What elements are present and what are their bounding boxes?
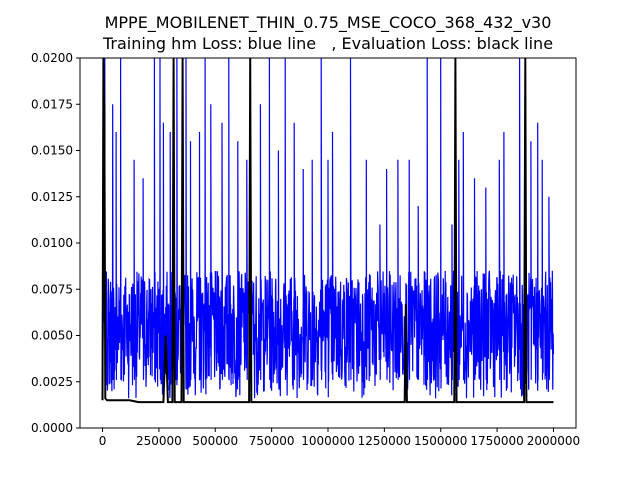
y-tick-label: 0.0150 (31, 144, 73, 158)
y-tick-label: 0.0125 (31, 190, 73, 204)
x-tick-label: 500000 (192, 434, 238, 448)
x-axis: 0 250000 500000 750000 1000000 1250000 1500000… (99, 428, 580, 448)
y-tick-label: 0.0175 (31, 97, 73, 111)
x-tick-label: 250000 (136, 434, 182, 448)
evaluation-loss-line (101, 58, 554, 404)
training-loss-line (101, 58, 555, 399)
chart-title: MPPE_MOBILENET_THIN_0.75_MSE_COCO_368_43… (105, 13, 552, 33)
y-tick-label: 0.0200 (31, 51, 73, 65)
x-tick-label: 750000 (249, 434, 295, 448)
y-axis: 0.0000 0.0025 0.0050 0.0075 0.0100 0.0125 0.01… (31, 51, 80, 435)
y-tick-label: 0.0050 (31, 329, 73, 343)
series-layer (101, 58, 555, 404)
x-tick-label: 1750000 (470, 434, 523, 448)
x-tick-label: 0 (99, 434, 107, 448)
x-tick-label: 1250000 (358, 434, 411, 448)
chart-subtitle: Training hm Loss: blue line , Evaluation… (102, 34, 553, 53)
x-tick-label: 2000000 (527, 434, 580, 448)
y-tick-label: 0.0025 (31, 375, 73, 389)
y-tick-label: 0.0075 (31, 282, 73, 296)
x-tick-label: 1000000 (301, 434, 354, 448)
x-tick-label: 1500000 (414, 434, 467, 448)
y-tick-label: 0.0100 (31, 236, 73, 250)
y-tick-label: 0.0000 (31, 421, 73, 435)
